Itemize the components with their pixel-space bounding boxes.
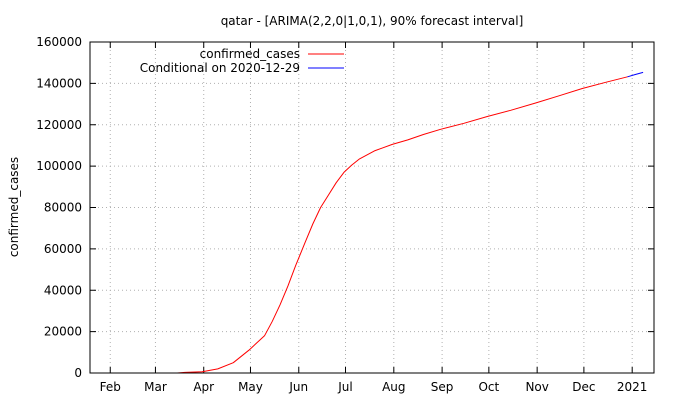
x-tick-label: Aug bbox=[382, 380, 405, 394]
y-tick-label: 120000 bbox=[36, 118, 82, 132]
x-tick-label: Dec bbox=[572, 380, 595, 394]
x-tick-label: Feb bbox=[100, 380, 121, 394]
y-tick-label: 60000 bbox=[44, 242, 82, 256]
y-ticks: 0 20000 40000 60000 80000 100000 120000 140000 1… bbox=[36, 35, 654, 380]
series-line-2 bbox=[627, 71, 644, 78]
x-tick-label: Sep bbox=[431, 380, 454, 394]
x-tick-label: Jun bbox=[288, 380, 308, 394]
y-axis-label: confirmed_cases bbox=[7, 157, 21, 257]
y-tick-label: 80000 bbox=[44, 201, 82, 215]
x-tick-label: Oct bbox=[478, 380, 499, 394]
legend-label: Conditional on 2020-12-29 bbox=[140, 61, 300, 75]
y-tick-label: 0 bbox=[74, 366, 82, 380]
series-group bbox=[177, 71, 644, 374]
x-tick-label: Nov bbox=[525, 380, 548, 394]
x-tick-label: 2021 bbox=[617, 380, 648, 394]
y-tick-label: 20000 bbox=[44, 325, 82, 339]
chart-title: qatar - [ARIMA(2,2,0|1,0,1), 90% forecas… bbox=[221, 14, 524, 28]
x-ticks: Feb Mar Apr May Jun Jul Aug Sep Oct Nov Dec 2021 bbox=[100, 42, 648, 394]
x-tick-label: Apr bbox=[193, 380, 214, 394]
y-tick-label: 140000 bbox=[36, 76, 82, 90]
legend-label: confirmed_cases bbox=[200, 47, 300, 61]
series-line-1 bbox=[177, 76, 628, 374]
x-tick-label: May bbox=[238, 380, 263, 394]
x-tick-label: Jul bbox=[337, 380, 352, 394]
y-tick-label: 100000 bbox=[36, 159, 82, 173]
y-tick-label: 40000 bbox=[44, 283, 82, 297]
y-tick-label: 160000 bbox=[36, 35, 82, 49]
x-tick-label: Mar bbox=[144, 380, 167, 394]
plot-frame bbox=[89, 41, 655, 374]
